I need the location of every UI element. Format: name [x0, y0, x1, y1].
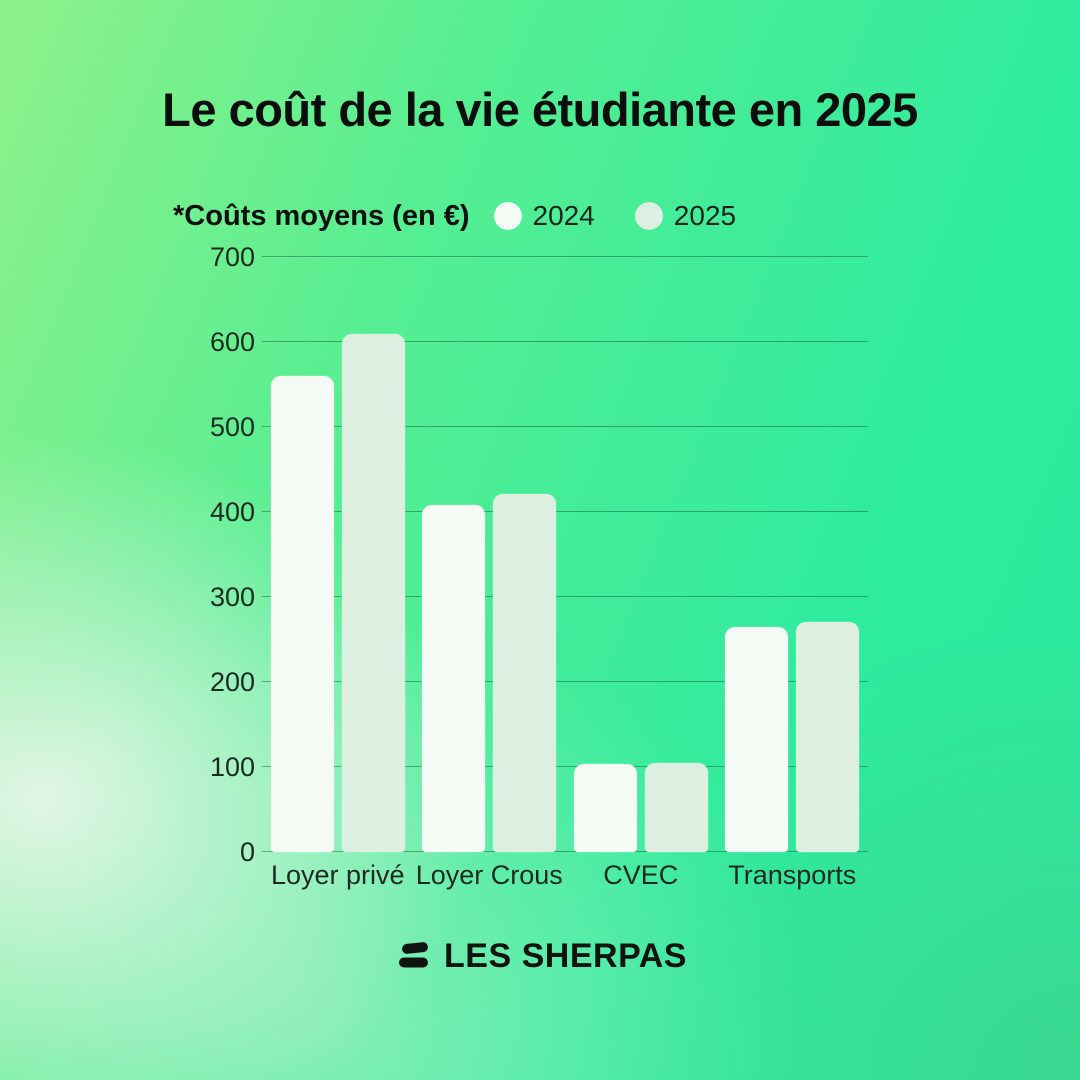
bar-2025-transports — [796, 621, 860, 852]
gridline — [262, 426, 868, 427]
y-axis-labels: 0 100 200 300 400 500 600 700 — [130, 242, 255, 867]
bar-group — [414, 257, 566, 852]
y-tick-label: 700 — [209, 242, 255, 272]
gridline — [262, 681, 868, 682]
bar-2024-cvec — [573, 764, 637, 852]
bar-group — [717, 257, 869, 852]
gridline — [262, 596, 868, 597]
brand-name: LES SHERPAS — [444, 936, 687, 975]
legend-label-2024: 2024 — [532, 200, 595, 231]
x-tick-label: Loyer Crous — [415, 860, 563, 890]
bar-2025-loyer-crous — [493, 494, 557, 852]
y-tick-label: 0 — [239, 837, 255, 867]
bar-2025-loyer-privé — [341, 333, 405, 852]
bar-groups — [262, 257, 868, 852]
y-tick-label: 500 — [209, 412, 255, 442]
y-tick-label: 400 — [209, 497, 255, 528]
x-axis-labels: Loyer privé Loyer Crous CVEC Transports — [262, 860, 868, 891]
plot-area — [262, 256, 868, 852]
bar-2025-cvec — [644, 762, 708, 852]
legend-item-2024: 2024 — [493, 200, 595, 232]
legend-note: *Coûts moyens (en €) — [173, 199, 470, 232]
bar-2024-loyer-crous — [422, 505, 486, 852]
brand-footer: LES SHERPAS — [0, 936, 1080, 976]
legend-swatch-2024 — [493, 202, 522, 230]
les-sherpas-logo-icon — [399, 942, 429, 968]
page-title: Le coût de la vie étudiante en 2025 — [162, 83, 918, 136]
legend-swatch-2025 — [634, 202, 663, 230]
bar-2024-loyer-privé — [270, 376, 334, 852]
legend-label-2025: 2025 — [673, 200, 737, 231]
gridline — [262, 511, 868, 512]
gridline — [262, 851, 868, 852]
bar-2024-transports — [725, 626, 789, 852]
gridline — [262, 341, 868, 342]
chart-legend: *Coûts moyens (en €) 2024 2025 — [173, 196, 736, 236]
gridline — [262, 256, 868, 257]
legend-items: 2024 2025 — [493, 200, 737, 232]
y-tick-label: 300 — [209, 582, 255, 612]
y-tick-label: 200 — [209, 667, 255, 698]
bar-group — [262, 257, 414, 852]
gridline — [262, 766, 868, 767]
x-tick-label: Transports — [728, 860, 857, 890]
x-tick-label: Loyer privé — [270, 860, 405, 890]
y-tick-label: 100 — [209, 752, 255, 783]
x-tick-label: CVEC — [603, 860, 679, 890]
bar-group — [565, 257, 717, 852]
legend-item-2025: 2025 — [634, 200, 737, 232]
y-tick-label: 600 — [209, 327, 255, 357]
